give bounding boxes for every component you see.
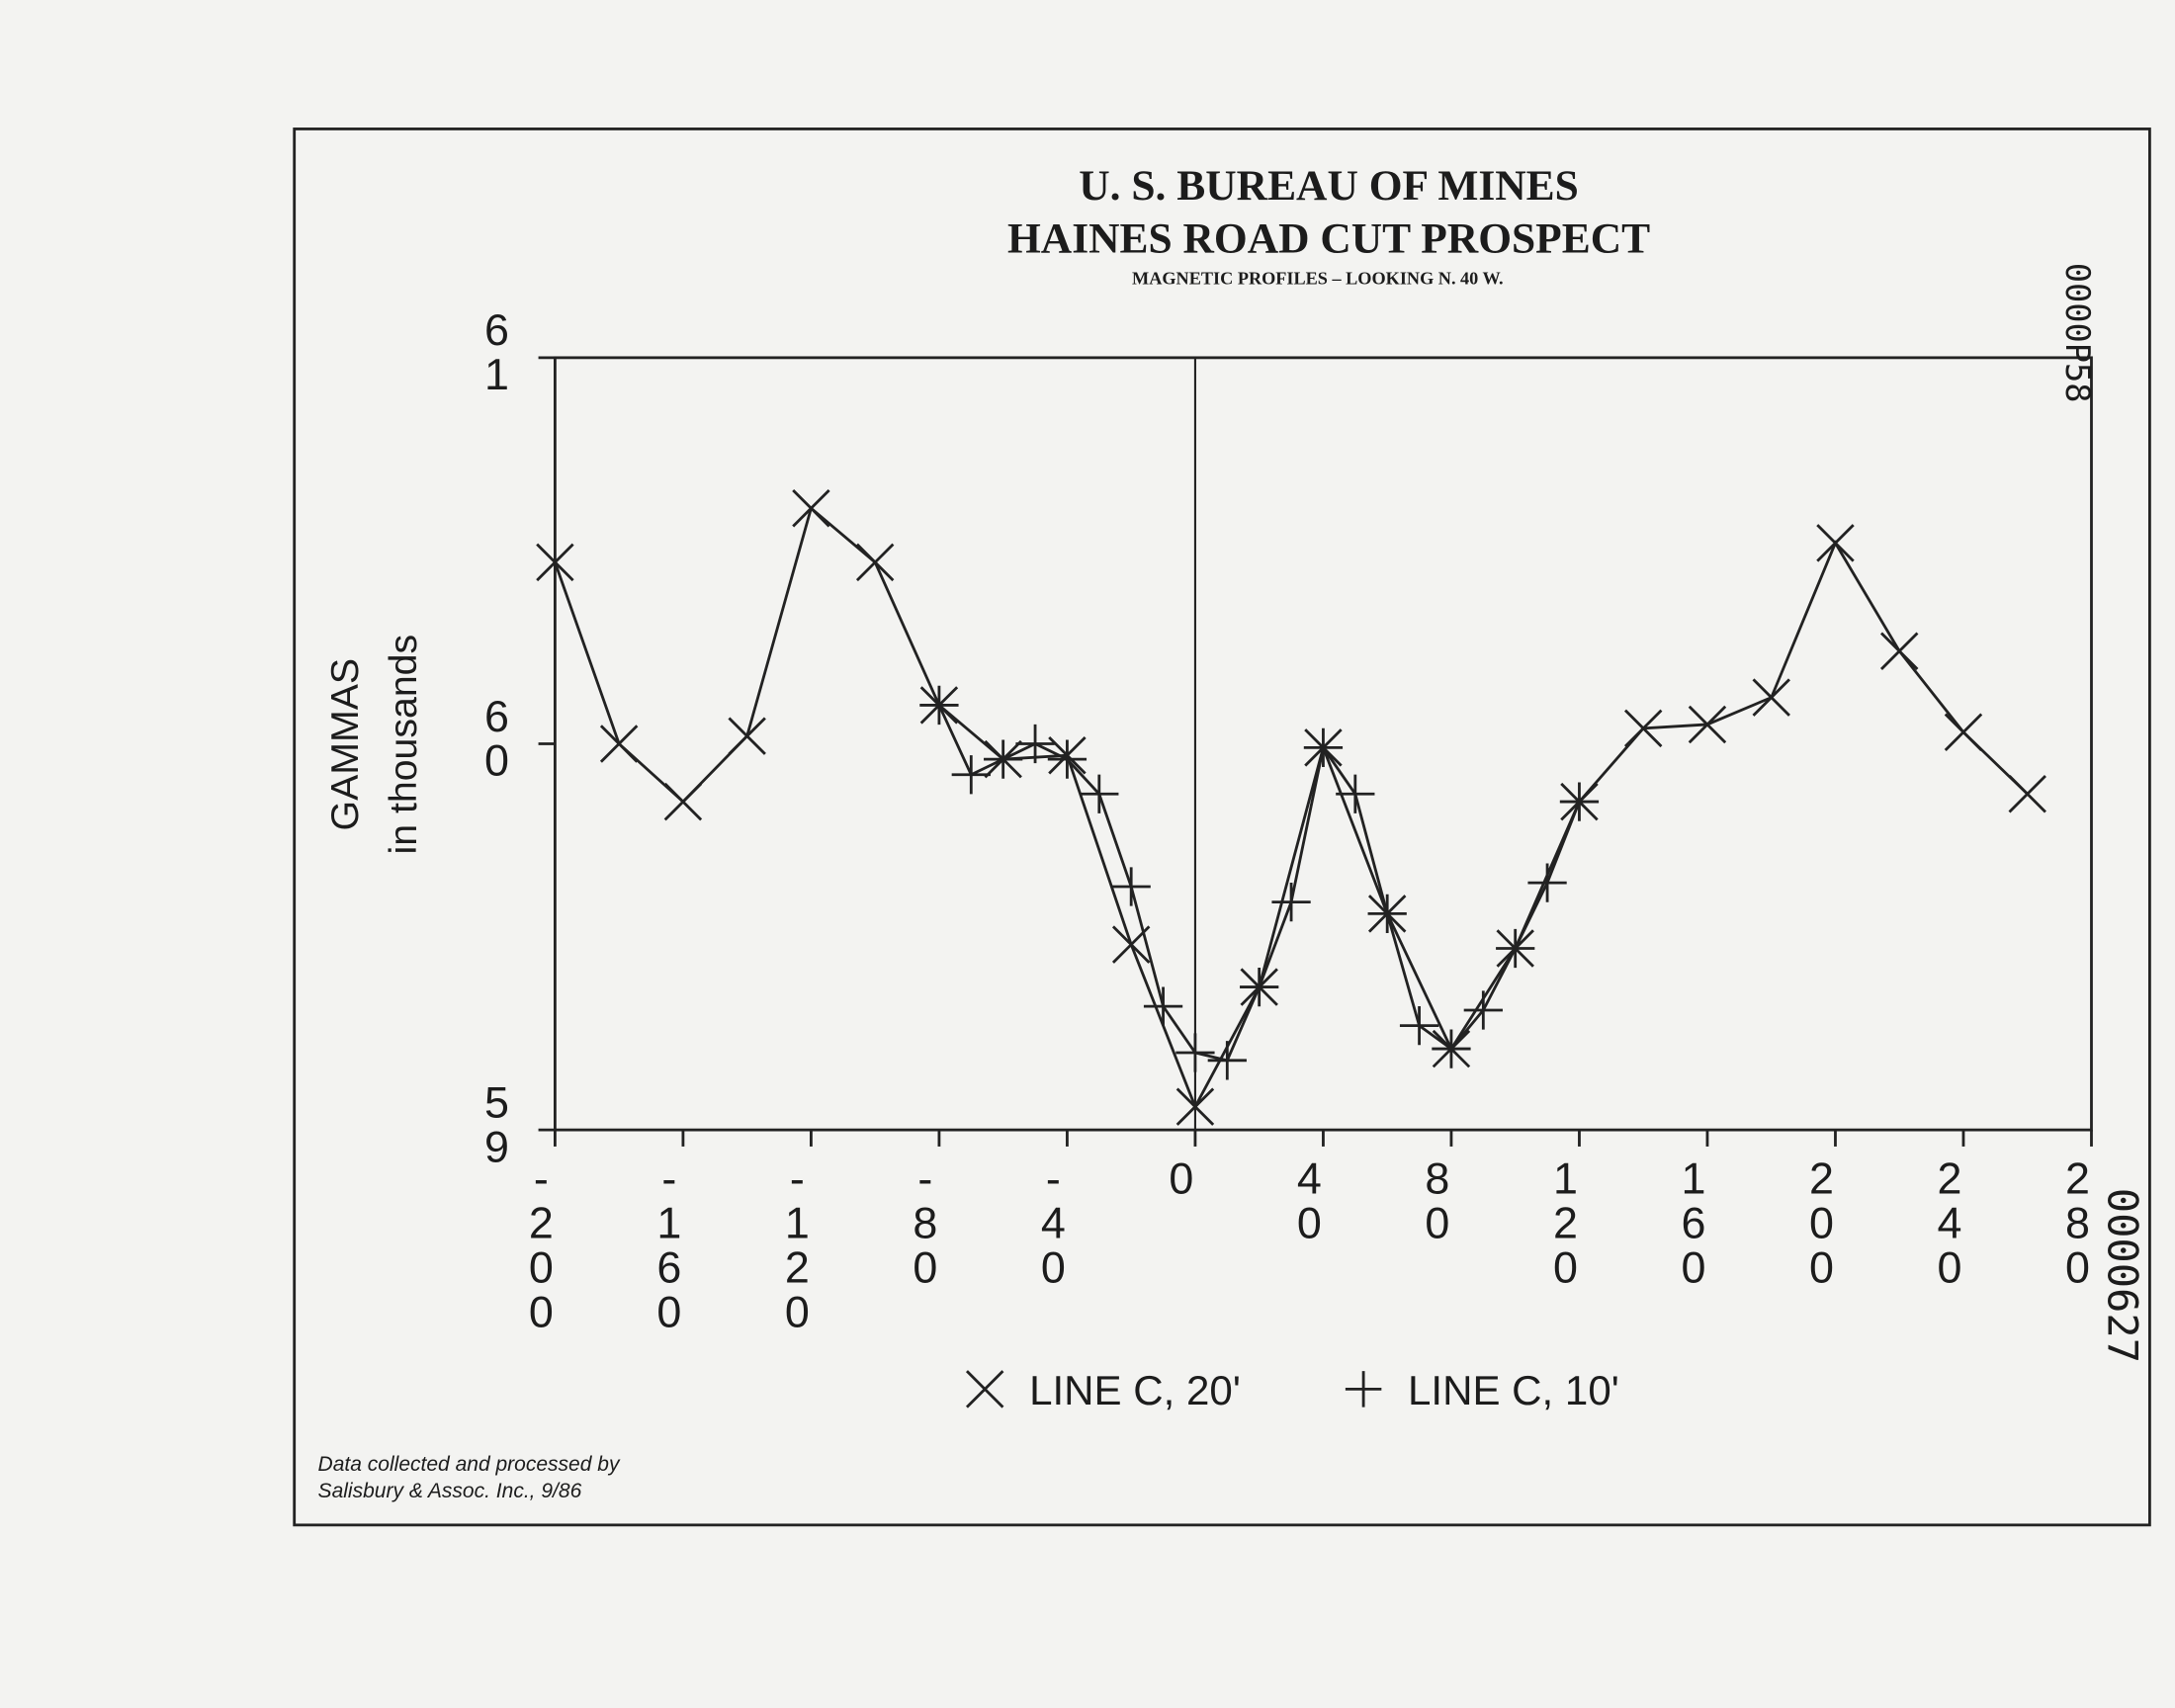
marker xyxy=(855,543,895,582)
marker xyxy=(663,782,703,821)
x-tick-label: -8 0 xyxy=(913,1153,937,1293)
marker xyxy=(1240,967,1279,1007)
y-axis-label: in thousands xyxy=(382,635,425,855)
marker xyxy=(1015,724,1055,764)
marker xyxy=(1496,928,1535,969)
marker xyxy=(1175,1033,1215,1072)
marker xyxy=(1399,1006,1439,1046)
marker xyxy=(536,543,574,582)
y-axis-label: GAMMAS xyxy=(323,658,367,831)
frame xyxy=(293,128,2151,1527)
legend-marker xyxy=(1345,1371,1382,1408)
marker xyxy=(1879,632,1919,670)
marker xyxy=(1527,863,1567,902)
marker xyxy=(1367,894,1407,934)
legend-label: LINE C, 10' xyxy=(1408,1367,1619,1413)
x-tick-label: -4 0 xyxy=(1041,1153,1066,1293)
marker xyxy=(919,685,959,726)
stamp: 0000P58 xyxy=(2058,263,2097,403)
note: Data collected and processed by xyxy=(318,1453,621,1476)
marker xyxy=(1047,739,1088,779)
stamp: 0000627 xyxy=(2098,1188,2146,1363)
marker xyxy=(951,755,991,795)
marker xyxy=(1303,727,1344,768)
marker xyxy=(1623,709,1663,748)
marker xyxy=(1559,782,1600,821)
marker xyxy=(792,488,830,528)
legend-marker xyxy=(965,1370,1004,1409)
marker xyxy=(1111,867,1151,906)
x-tick-label: -1 6 0 xyxy=(656,1153,681,1337)
marker xyxy=(599,725,639,763)
x-tick-label: -2 0 0 xyxy=(529,1153,554,1337)
marker xyxy=(1080,774,1119,813)
marker xyxy=(2008,775,2046,813)
marker xyxy=(1816,524,1855,562)
x-tick-label: -1 2 0 xyxy=(785,1153,810,1337)
chart-title: HAINES ROAD CUT PROSPECT xyxy=(1007,214,1650,262)
marker xyxy=(1175,1087,1215,1126)
marker xyxy=(1336,774,1375,813)
series-line xyxy=(554,505,2029,1111)
chart-subtitle: MAGNETIC PROFILES – LOOKING N. 40 W. xyxy=(1132,269,1504,289)
marker xyxy=(1207,1041,1247,1080)
marker xyxy=(1688,705,1727,744)
x-tick-label: 0 xyxy=(1169,1153,1193,1204)
marker xyxy=(1944,713,1983,752)
marker xyxy=(1463,990,1503,1030)
legend-label: LINE C, 20' xyxy=(1029,1367,1241,1413)
marker xyxy=(1143,986,1183,1026)
note: Salisbury & Assoc. Inc., 9/86 xyxy=(318,1480,582,1502)
marker xyxy=(1432,1029,1471,1068)
chart-title: U. S. BUREAU OF MINES xyxy=(1079,162,1579,210)
marker xyxy=(728,717,766,755)
marker xyxy=(1752,678,1790,717)
marker xyxy=(1271,883,1311,922)
marker xyxy=(984,739,1023,779)
